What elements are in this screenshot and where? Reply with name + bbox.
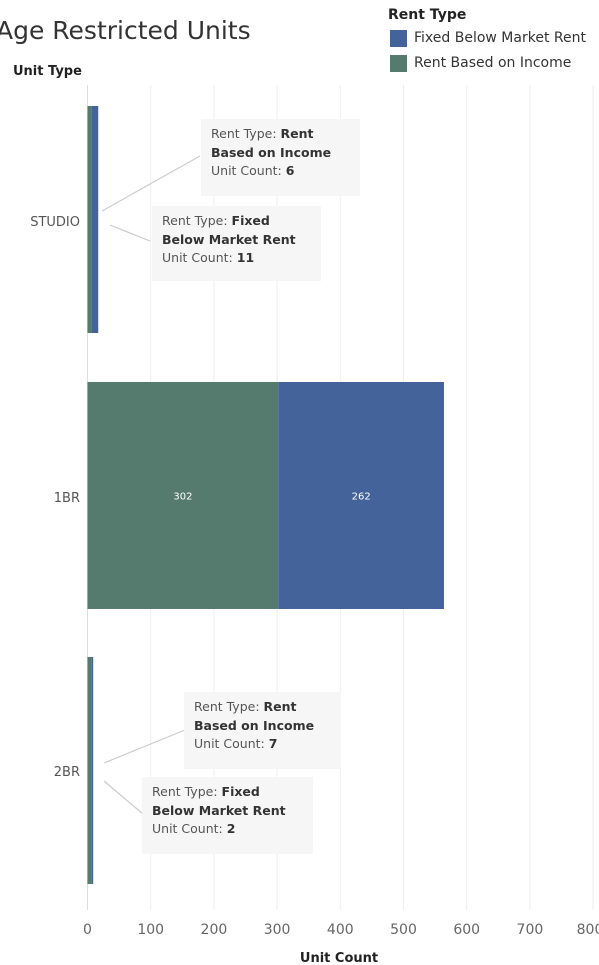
- tooltip-leader-line: [103, 729, 186, 764]
- category-label: STUDIO: [30, 215, 80, 230]
- tooltip-leader-line: [109, 224, 151, 242]
- tooltip-count: 11: [236, 250, 255, 265]
- y-axis-title: Unit Type: [13, 64, 82, 79]
- bar-studio-fixed-below-market-rent[interactable]: [91, 106, 99, 333]
- legend-item-rent-based-on-income[interactable]: Rent Based on Income: [390, 54, 571, 72]
- tooltip-studio-fixed-below-market-rent: Rent Type: Fixed Below Market Rent Unit …: [152, 206, 321, 281]
- x-tick-label: 600: [453, 922, 480, 938]
- tooltip-key: Rent Type:: [211, 126, 277, 141]
- bar-2br-rent-based-on-income[interactable]: [87, 657, 92, 884]
- category-label: 2BR: [54, 765, 80, 780]
- tooltip-2br-rent-based-on-income: Rent Type: Rent Based on Income Unit Cou…: [184, 692, 341, 769]
- bar-value-label: 302: [173, 492, 192, 503]
- tooltip-value: Fixed Below Market Rent: [162, 213, 296, 247]
- tooltip-2br-fixed-below-market-rent: Rent Type: Fixed Below Market Rent Unit …: [142, 777, 313, 854]
- tooltip-key: Rent Type:: [152, 784, 218, 799]
- chart-title: Age Restricted Units: [0, 16, 251, 45]
- legend-label: Fixed Below Market Rent: [414, 30, 586, 46]
- tooltip-leader-line: [103, 780, 144, 815]
- tooltip-value: Fixed Below Market Rent: [152, 784, 286, 818]
- x-tick-label: 700: [517, 922, 544, 938]
- x-axis-title: Unit Count: [300, 951, 378, 965]
- x-tick-label: 100: [137, 922, 164, 938]
- x-tick-label: 400: [327, 922, 354, 938]
- legend-label: Rent Based on Income: [414, 55, 572, 71]
- tooltip-leader-line: [101, 155, 201, 212]
- tooltip-count-key: Unit Count:: [211, 163, 282, 178]
- bar-1br-rent-based-on-income[interactable]: [87, 382, 279, 609]
- x-tick-label: 800: [577, 922, 599, 938]
- legend-swatch: [390, 54, 407, 72]
- category-label: 1BR: [54, 491, 80, 506]
- legend-swatch: [390, 29, 407, 47]
- tooltip-count: 7: [268, 736, 278, 751]
- tooltip-value: Rent Based on Income: [211, 126, 332, 160]
- tooltip-count-key: Unit Count:: [194, 736, 265, 751]
- tooltip-count: 2: [226, 821, 236, 836]
- tooltip-value: Rent Based on Income: [194, 699, 315, 733]
- tooltip-count-key: Unit Count:: [162, 250, 233, 265]
- bar-2br-fixed-below-market-rent[interactable]: [91, 657, 94, 884]
- tooltip-count-key: Unit Count:: [152, 821, 223, 836]
- x-tick-label: 500: [390, 922, 417, 938]
- bar-value-label: 262: [352, 492, 371, 503]
- x-tick-label: 200: [201, 922, 228, 938]
- tooltip-studio-rent-based-on-income: Rent Type: Rent Based on Income Unit Cou…: [201, 119, 360, 196]
- tooltip-count: 6: [285, 163, 295, 178]
- legend-title: Rent Type: [388, 7, 467, 23]
- x-tick-label: 0: [83, 922, 92, 938]
- bar-studio-rent-based-on-income[interactable]: [87, 106, 92, 333]
- bar-1br-fixed-below-market-rent[interactable]: [278, 382, 444, 609]
- x-tick-label: 300: [264, 922, 291, 938]
- tooltip-key: Rent Type:: [162, 213, 228, 228]
- tooltip-key: Rent Type:: [194, 699, 260, 714]
- legend-item-fixed-below-market-rent[interactable]: Fixed Below Market Rent: [390, 29, 586, 47]
